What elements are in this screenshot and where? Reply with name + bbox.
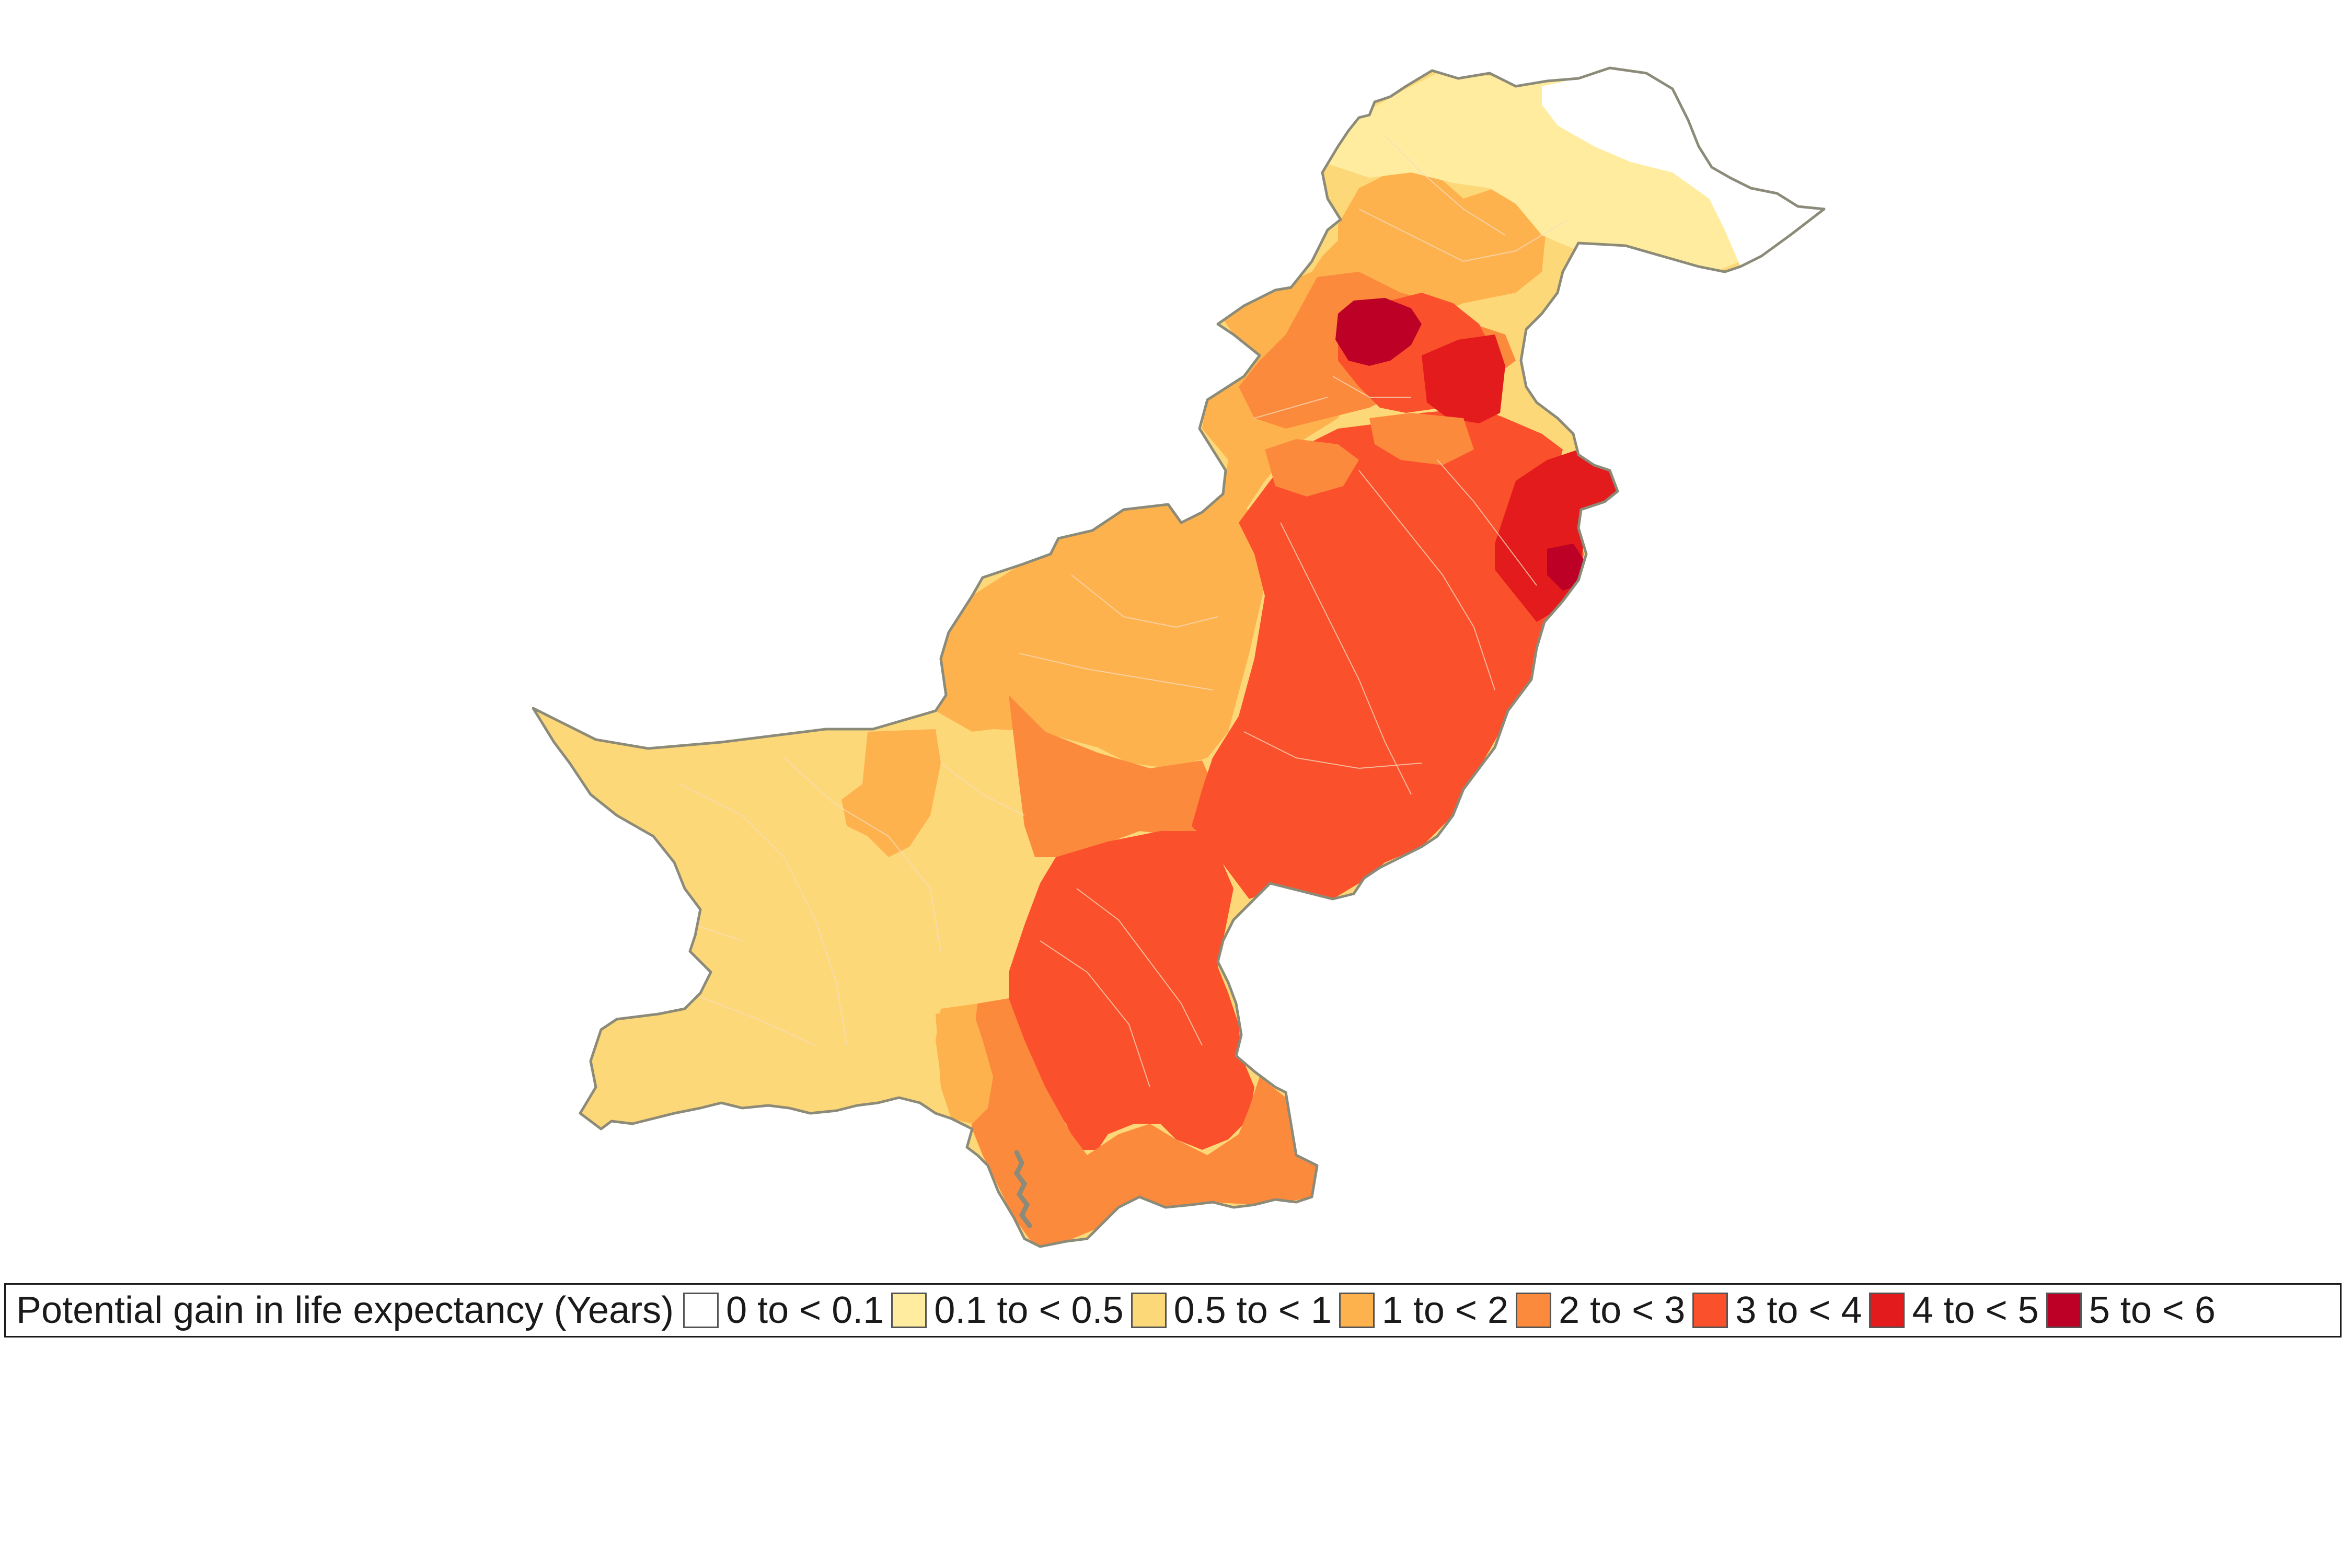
legend-swatch: [1131, 1293, 1167, 1328]
legend-label: 0.1 to < 0.5: [934, 1289, 1123, 1332]
legend-item: 1 to < 2: [1339, 1289, 1508, 1332]
legend-title: Potential gain in life expectancy (Years…: [16, 1289, 674, 1332]
legend-label: 0 to < 0.1: [726, 1289, 884, 1332]
legend-label: 5 to < 6: [2089, 1289, 2216, 1332]
legend-item: 0 to < 0.1: [683, 1289, 884, 1332]
legend-item: 2 to < 3: [1516, 1289, 1685, 1332]
legend-swatch: [891, 1293, 927, 1328]
legend-swatch: [2046, 1293, 2082, 1328]
legend-item: 4 to < 5: [1869, 1289, 2038, 1332]
legend-label: 2 to < 3: [1559, 1289, 1685, 1332]
legend-swatch: [1869, 1293, 1905, 1328]
legend-swatch: [1339, 1293, 1375, 1328]
legend-label: 0.5 to < 1: [1174, 1289, 1332, 1332]
legend-label: 1 to < 2: [1382, 1289, 1508, 1332]
legend-label: 4 to < 5: [1912, 1289, 2038, 1332]
legend-item: 5 to < 6: [2046, 1289, 2216, 1332]
map-legend: Potential gain in life expectancy (Years…: [4, 1283, 2342, 1338]
legend-item: 0.1 to < 0.5: [891, 1289, 1123, 1332]
legend-label: 3 to < 4: [1735, 1289, 1862, 1332]
legend-swatch: [683, 1293, 719, 1328]
legend-item: 3 to < 4: [1692, 1289, 1862, 1332]
legend-item: 0.5 to < 1: [1131, 1289, 1332, 1332]
legend-swatch: [1692, 1293, 1728, 1328]
legend-swatch: [1516, 1293, 1551, 1328]
